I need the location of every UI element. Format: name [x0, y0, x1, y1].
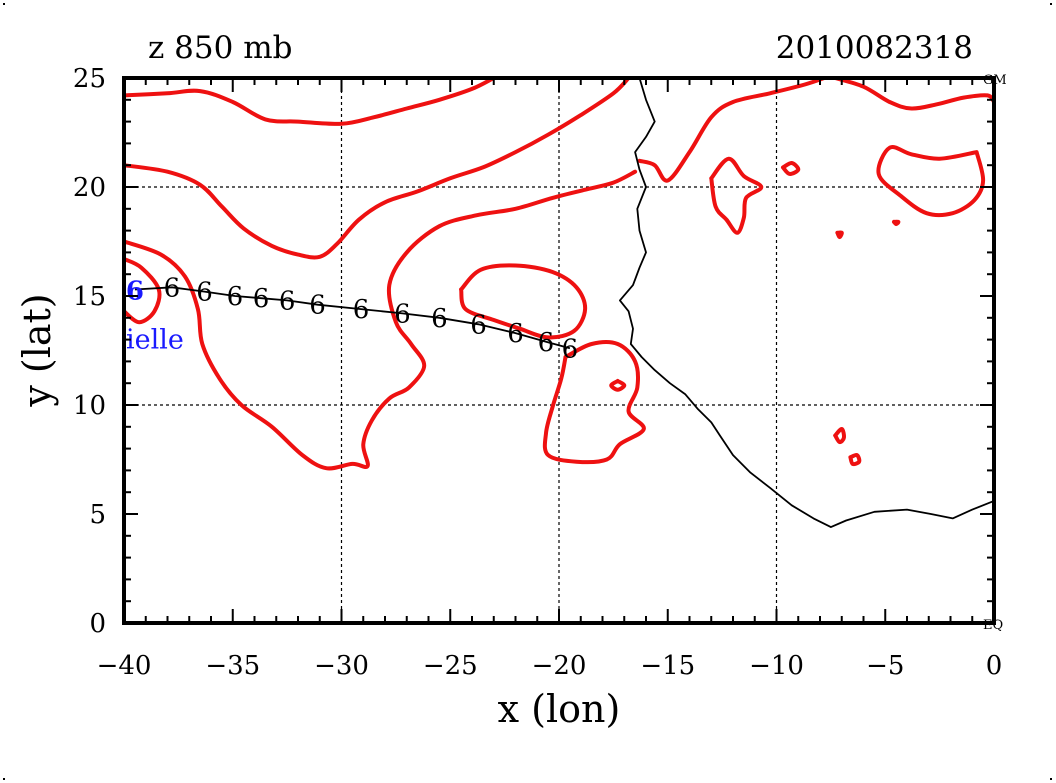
contour-line — [124, 78, 496, 126]
x-tick-label: −20 — [532, 651, 587, 681]
track-marker: 6 — [279, 286, 296, 316]
corner-dot — [3, 778, 5, 780]
x-tick-label: −40 — [97, 651, 152, 681]
coastline-path — [619, 78, 994, 528]
x-tick-labels: −40 −35 −30 −25 −20 −15 −10 −5 0 — [97, 651, 1003, 681]
track-marker: 6 — [431, 304, 448, 334]
track-marker: 6 — [394, 299, 411, 329]
track-line — [134, 286, 571, 350]
contour-line — [833, 78, 994, 111]
storm-name-label: ielle — [126, 324, 184, 355]
storm-current-marker: 6 — [126, 276, 144, 306]
x-tick-label: −15 — [640, 651, 695, 681]
y-tick-label: 0 — [89, 609, 106, 639]
contour-line — [637, 78, 827, 183]
y-tick-labels: 0 5 10 15 20 25 — [73, 64, 106, 639]
x-tick-label: 0 — [986, 651, 1003, 681]
contour-line — [459, 263, 588, 340]
track-marker: 6 — [227, 282, 244, 312]
corner-label-eq: EQ — [983, 618, 1003, 633]
track-marker: 6 — [164, 273, 181, 303]
y-tick-label: 25 — [73, 64, 106, 94]
track-marker: 6 — [353, 295, 370, 325]
track-marker: 6 — [196, 278, 213, 308]
y-tick-label: 15 — [73, 282, 106, 312]
x-axis-title: x (lon) — [498, 687, 621, 731]
contour-line — [892, 219, 901, 227]
track-marker: 6 — [507, 319, 524, 349]
grid-lines — [124, 78, 994, 623]
contour-line — [124, 78, 631, 260]
contour-line — [124, 169, 638, 471]
storm-marker-group: 6 ielle — [126, 276, 184, 355]
coastline — [619, 78, 994, 528]
x-tick-label: −30 — [314, 651, 369, 681]
contour-line — [876, 145, 986, 218]
contour-line — [833, 427, 846, 445]
track-marker: 6 — [538, 328, 555, 358]
corner-dot — [3, 3, 5, 5]
corner-dot — [1050, 3, 1052, 5]
x-tick-label: −35 — [205, 651, 260, 681]
track-marker: 6 — [470, 310, 487, 340]
contour-line — [124, 256, 162, 325]
corner-dot — [1050, 778, 1052, 780]
axis-ticks — [123, 77, 995, 624]
corner-label-gm: GM — [983, 73, 1007, 88]
contour-line — [835, 230, 844, 240]
contour-line — [781, 161, 801, 176]
contour-line — [542, 340, 646, 465]
header-left-title: z 850 mb — [148, 30, 292, 66]
contour-line — [848, 453, 862, 467]
track-marker: 6 — [309, 291, 326, 321]
track-marker: 6 — [562, 334, 579, 364]
y-tick-label: 5 — [89, 500, 106, 530]
x-tick-label: −10 — [749, 651, 804, 681]
y-tick-label: 10 — [73, 391, 106, 421]
x-tick-label: −25 — [423, 651, 478, 681]
geopotential-contours — [124, 78, 994, 471]
contour-line — [709, 156, 764, 235]
y-axis-title: y (lat) — [15, 293, 59, 407]
x-tick-label: −5 — [866, 651, 904, 681]
y-tick-label: 20 — [73, 173, 106, 203]
track-marker: 6 — [253, 284, 270, 314]
contour-line — [609, 379, 627, 392]
header-right-title: 2010082318 — [776, 30, 973, 66]
